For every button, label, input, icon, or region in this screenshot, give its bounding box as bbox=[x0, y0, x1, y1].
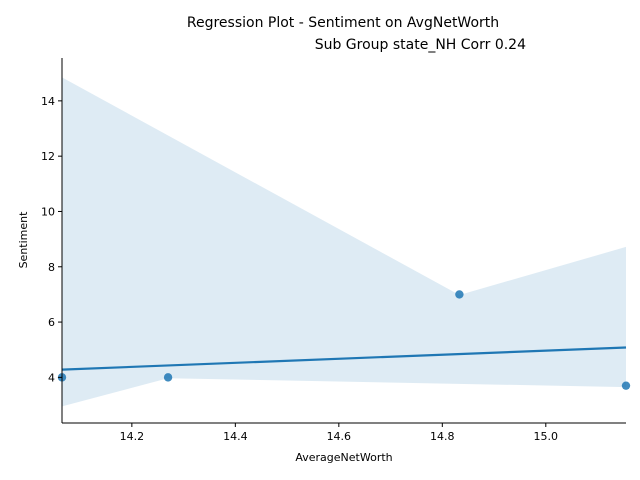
plot-area bbox=[57, 77, 631, 407]
data-point bbox=[621, 381, 631, 390]
data-point bbox=[455, 290, 464, 299]
chart-subtitle: Sub Group state_NH Corr 0.24 bbox=[315, 37, 526, 53]
x-tick-label: 15.0 bbox=[534, 430, 559, 443]
x-tick-label: 14.8 bbox=[430, 430, 455, 443]
data-point bbox=[163, 373, 173, 382]
y-tick-label: 8 bbox=[48, 261, 55, 274]
x-tick-label: 14.4 bbox=[223, 430, 248, 443]
regression-line bbox=[61, 346, 627, 371]
y-tick-label: 6 bbox=[48, 316, 55, 329]
y-tick-label: 4 bbox=[48, 371, 55, 384]
confidence-band bbox=[62, 77, 626, 407]
x-ticks: 14.2 14.4 14.6 14.8 15.0 bbox=[120, 423, 558, 443]
x-axis-label: AverageNetWorth bbox=[295, 451, 392, 464]
chart-title: Regression Plot - Sentiment on AvgNetWor… bbox=[187, 15, 499, 31]
axes bbox=[61, 58, 626, 424]
x-tick-label: 14.2 bbox=[120, 430, 145, 443]
x-tick-label: 14.6 bbox=[327, 430, 352, 443]
y-axis-label: Sentiment bbox=[17, 211, 30, 269]
y-tick-label: 10 bbox=[41, 205, 55, 218]
y-ticks: 4 6 8 10 12 14 bbox=[41, 95, 62, 384]
y-tick-label: 12 bbox=[41, 150, 55, 163]
y-tick-label: 14 bbox=[41, 95, 55, 108]
